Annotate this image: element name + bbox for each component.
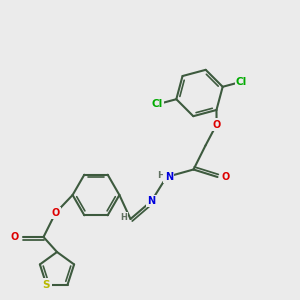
Text: S: S bbox=[43, 280, 50, 290]
Text: H: H bbox=[158, 171, 165, 180]
Text: Cl: Cl bbox=[236, 77, 247, 87]
Text: O: O bbox=[212, 119, 221, 130]
Text: H: H bbox=[120, 213, 127, 222]
Text: O: O bbox=[51, 208, 60, 218]
Text: Cl: Cl bbox=[152, 99, 163, 109]
Text: O: O bbox=[11, 232, 19, 242]
Text: O: O bbox=[222, 172, 230, 182]
Text: N: N bbox=[165, 172, 173, 182]
Text: N: N bbox=[147, 196, 156, 206]
